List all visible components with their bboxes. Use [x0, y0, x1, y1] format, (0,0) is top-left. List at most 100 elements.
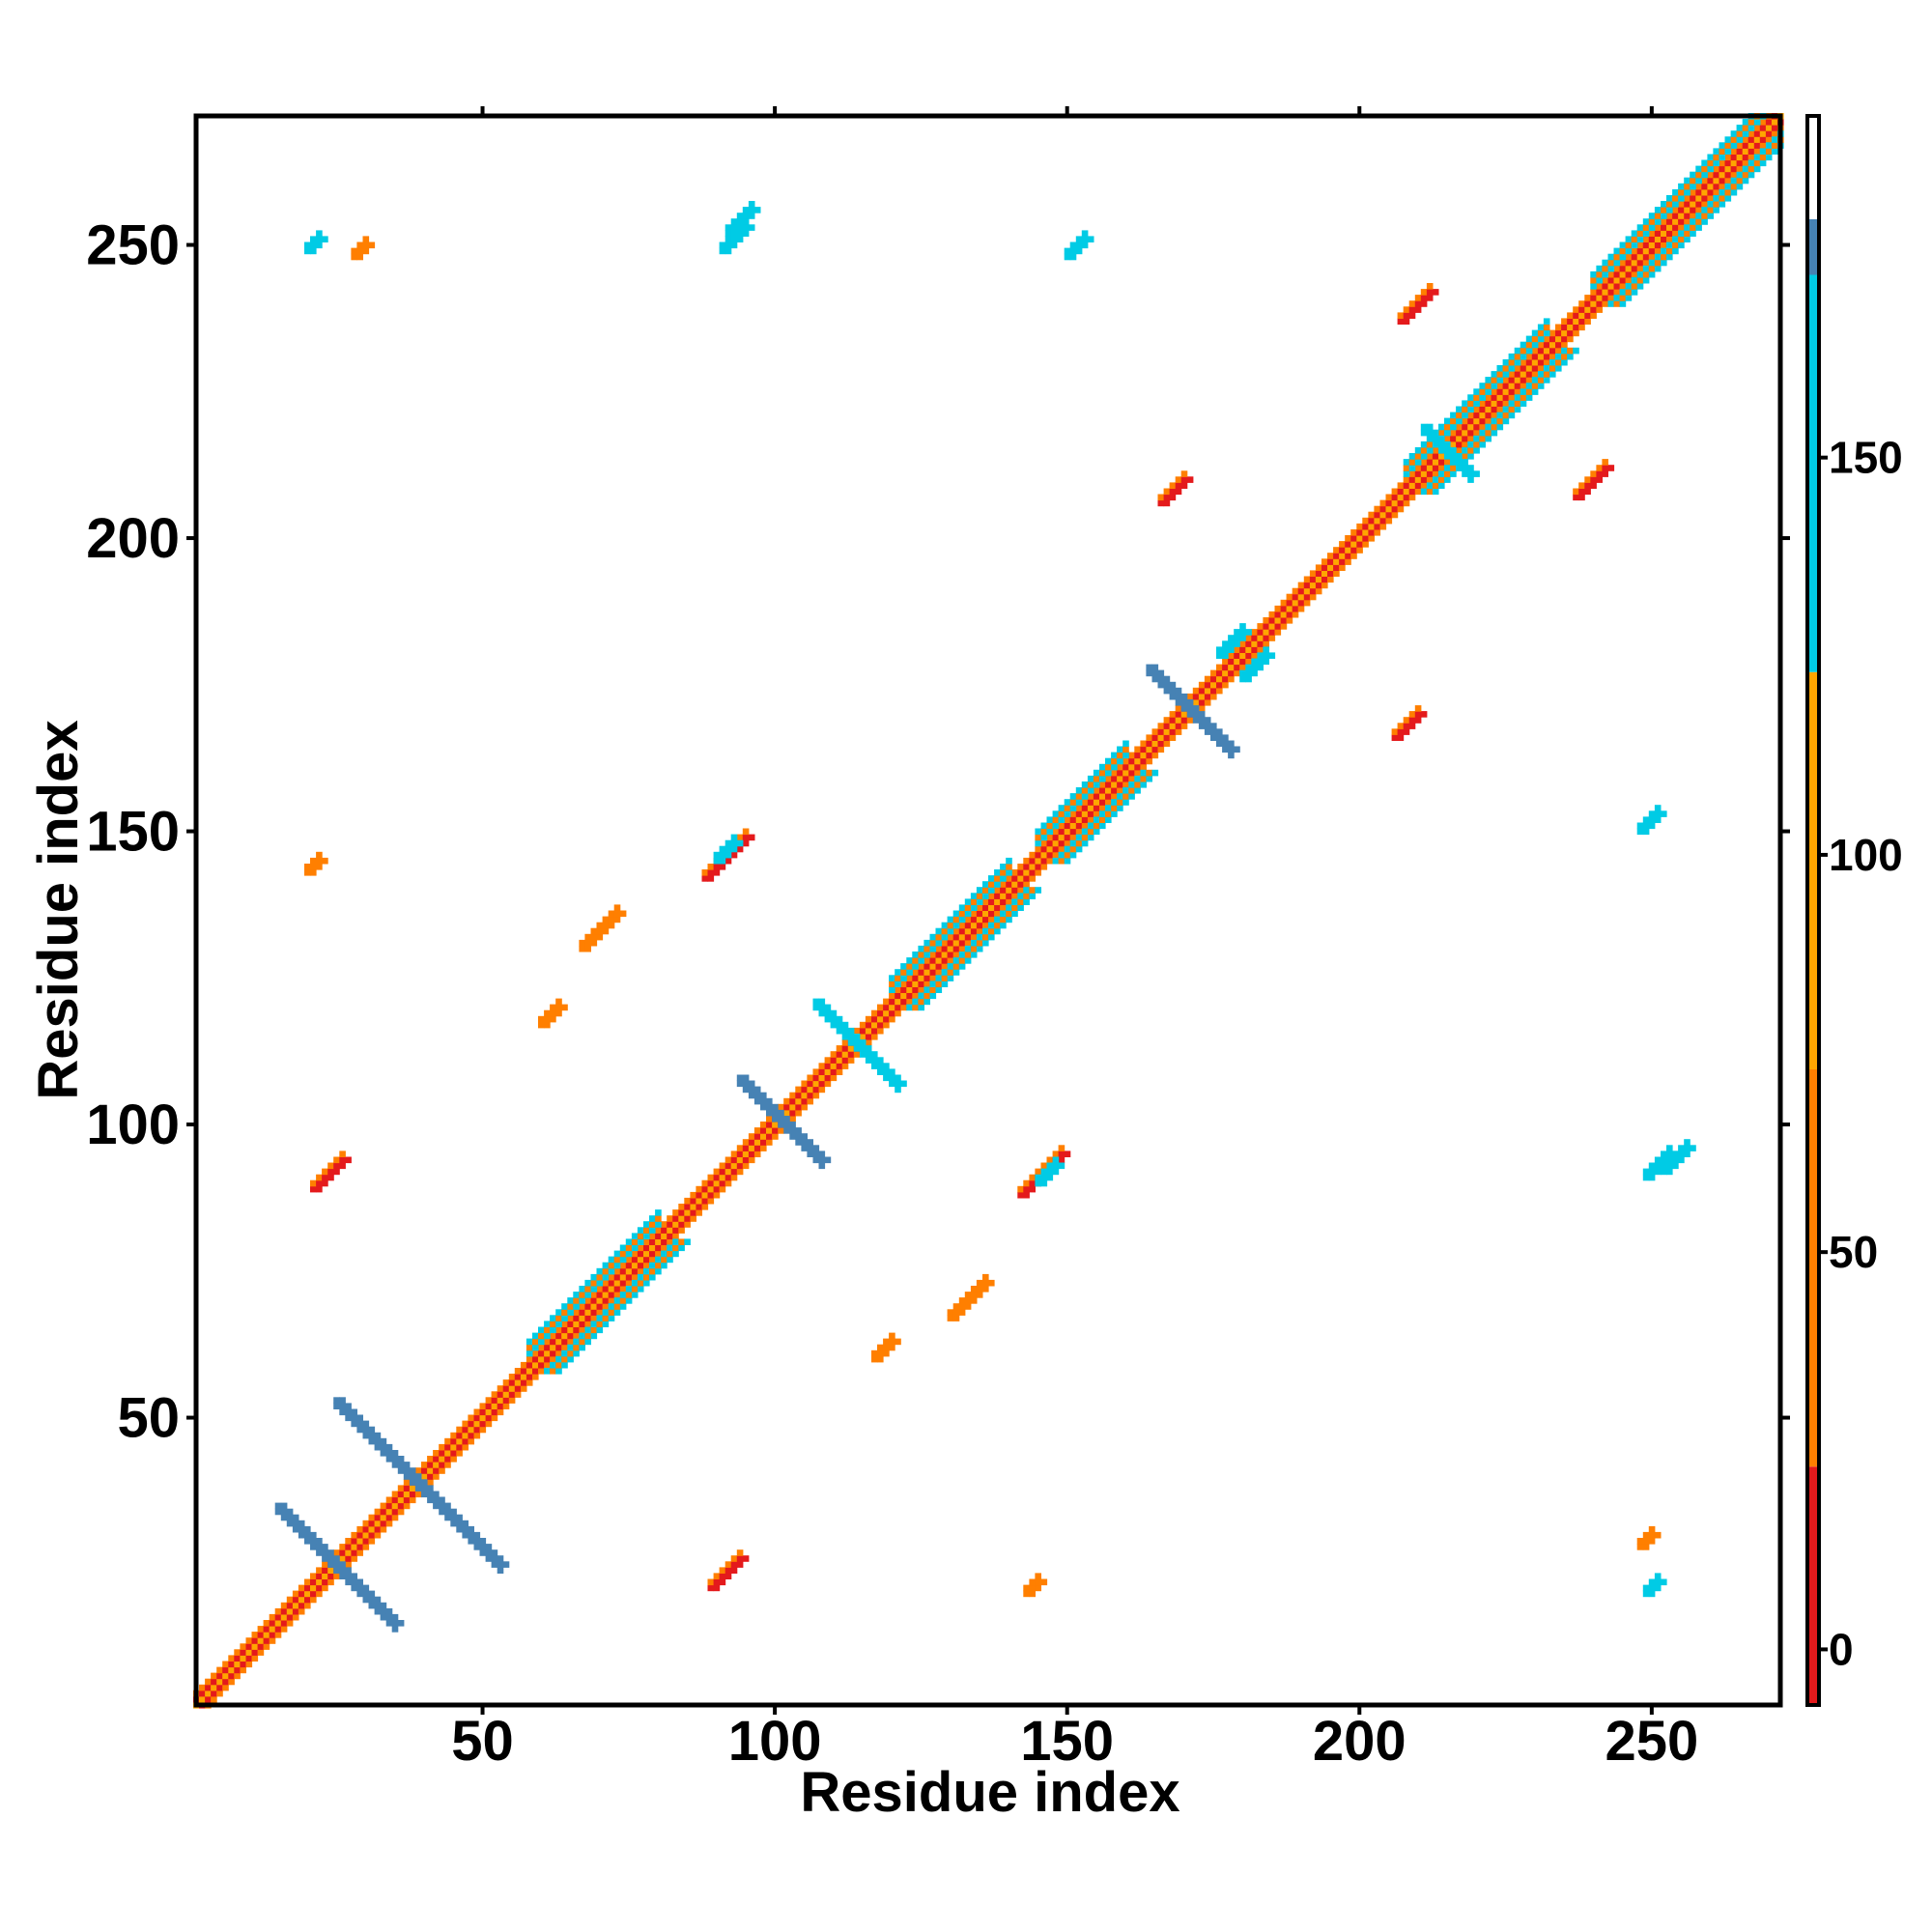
- heatmap-cell-2494: [1596, 470, 1603, 477]
- heatmap-cell-2493: [1590, 470, 1597, 477]
- heatmap-cell-775: [1099, 793, 1106, 800]
- heatmap-cell-2108: [351, 1408, 357, 1416]
- heatmap-cell-1130: [1514, 377, 1521, 384]
- heatmap-cell-938: [1297, 605, 1305, 612]
- heatmap-cell-2239: [824, 1009, 832, 1017]
- heatmap-cell-926: [1280, 617, 1288, 624]
- heatmap-cell-995: [1356, 535, 1363, 542]
- heatmap-cell-1784: [1496, 423, 1504, 431]
- heatmap-cell-1768: [1473, 435, 1480, 442]
- heatmap-cell-621: [923, 975, 930, 981]
- heatmap-cell-2346: [1462, 470, 1468, 477]
- heatmap-cell-960: [1315, 576, 1322, 583]
- heatmap-cell-665: [970, 922, 978, 929]
- heatmap-cell-81: [292, 1607, 299, 1615]
- heatmap-cell-1651: [1064, 805, 1071, 811]
- heatmap-cell-2027: [1747, 125, 1755, 131]
- heatmap-cell-1596: [1011, 904, 1018, 911]
- heatmap-cell-1404: [596, 1321, 604, 1327]
- heatmap-cell-1806: [1514, 400, 1521, 407]
- heatmap-cell-1861: [1543, 324, 1550, 331]
- heatmap-cell-779: [1099, 781, 1106, 788]
- heatmap-cell-1831: [1514, 353, 1521, 360]
- heatmap-cell-1206: [1607, 289, 1615, 296]
- heatmap-cell-1827: [1508, 353, 1516, 360]
- heatmap-cell-2206: [772, 1109, 779, 1117]
- heatmap-cell-1484: [678, 1244, 685, 1252]
- heatmap-cell-425: [690, 1204, 696, 1210]
- heatmap-cell-2235: [812, 1004, 820, 1011]
- heatmap-cell-1591: [982, 887, 989, 894]
- heatmap-cell-30: [228, 1666, 235, 1674]
- heatmap-cell-752: [1069, 816, 1077, 823]
- heatmap-cell-865: [1204, 687, 1211, 695]
- heatmap-cell-109: [316, 1567, 323, 1574]
- heatmap-cell-205: [433, 1462, 440, 1468]
- heatmap-cell-419: [678, 1204, 685, 1210]
- heatmap-cell-292: [532, 1355, 539, 1363]
- heatmap-cell-1091: [1473, 423, 1480, 431]
- heatmap-cell-1123: [1514, 388, 1521, 395]
- heatmap-cell-1192: [1584, 300, 1591, 307]
- heatmap-cell-1834: [1537, 371, 1545, 378]
- heatmap-cell-1052: [1420, 465, 1428, 471]
- heatmap-cell-1187: [1578, 306, 1585, 313]
- heatmap-cell-76: [286, 1613, 294, 1621]
- heatmap-cell-2186: [502, 1561, 510, 1568]
- heatmap-cell-2607: [730, 218, 738, 225]
- heatmap-cell-2447: [1420, 711, 1428, 718]
- heatmap-cell-2187: [497, 1567, 504, 1574]
- heatmap-cell-789: [1111, 769, 1118, 777]
- heatmap-cell-857: [1192, 693, 1200, 700]
- heatmap-cell-399: [655, 1227, 662, 1234]
- heatmap-cell-1904: [1654, 265, 1662, 272]
- heatmap-cell-1662: [1099, 816, 1106, 823]
- heatmap-cell-631: [935, 963, 943, 970]
- heatmap-cell-452: [719, 1168, 726, 1176]
- heatmap-cell-2363: [736, 1561, 744, 1568]
- heatmap-cell-2141: [414, 1473, 422, 1480]
- heatmap-cell-2007: [1724, 136, 1732, 143]
- heatmap-cell-213: [450, 1456, 457, 1463]
- heatmap-cell-2542: [613, 910, 621, 918]
- heatmap-cell-2712: [1251, 658, 1258, 666]
- heatmap-cell-726: [1046, 851, 1054, 859]
- heatmap-cell-1149: [1531, 347, 1539, 355]
- heatmap-cell-1754: [1467, 453, 1474, 460]
- heatmap-cell-2412: [701, 869, 709, 876]
- heatmap-cell-1738: [1444, 465, 1451, 471]
- heatmap-cell-152: [368, 1520, 376, 1527]
- heatmap-cell-2584: [1636, 1544, 1644, 1550]
- heatmap-cell-243: [485, 1420, 493, 1428]
- heatmap-cell-2209: [778, 1116, 784, 1122]
- heatmap-cell-2716: [1263, 652, 1269, 659]
- heatmap-cell-2505: [544, 1009, 551, 1017]
- heatmap-cell-1379: [550, 1326, 556, 1334]
- heatmap-cell-1171: [1567, 329, 1574, 337]
- heatmap-cell-701: [1017, 881, 1024, 888]
- heatmap-cell-2385: [339, 1151, 346, 1157]
- heatmap-cell-533: [824, 1080, 832, 1088]
- heatmap-cell-40: [240, 1655, 246, 1662]
- heatmap-cell-200: [427, 1467, 434, 1474]
- heatmap-cell-541: [830, 1068, 838, 1075]
- heatmap-cell-811: [1146, 752, 1152, 759]
- heatmap-cell-1004: [1362, 517, 1369, 525]
- heatmap-cell-2267: [883, 1063, 890, 1069]
- heatmap-cell-829: [1157, 723, 1165, 729]
- heatmap-cell-1788: [1496, 417, 1504, 425]
- heatmap-cell-1833: [1514, 347, 1521, 355]
- heatmap-cell-1310: [1724, 165, 1732, 173]
- heatmap-cell-2087: [374, 1596, 382, 1604]
- heatmap-cell-328: [584, 1321, 591, 1327]
- heatmap-cell-1895: [1619, 253, 1627, 261]
- heatmap-cell-2204: [772, 1103, 779, 1111]
- heatmap-cell-138: [362, 1544, 370, 1550]
- heatmap-cell-310: [555, 1338, 562, 1346]
- heatmap-cell-1213: [1619, 283, 1627, 290]
- heatmap-cell-1423: [590, 1279, 598, 1287]
- heatmap-cell-2356: [719, 1573, 726, 1579]
- heatmap-cell-1198: [1602, 300, 1608, 307]
- heatmap-cell-808: [1146, 757, 1152, 765]
- heatmap-cell-1489: [655, 1215, 662, 1222]
